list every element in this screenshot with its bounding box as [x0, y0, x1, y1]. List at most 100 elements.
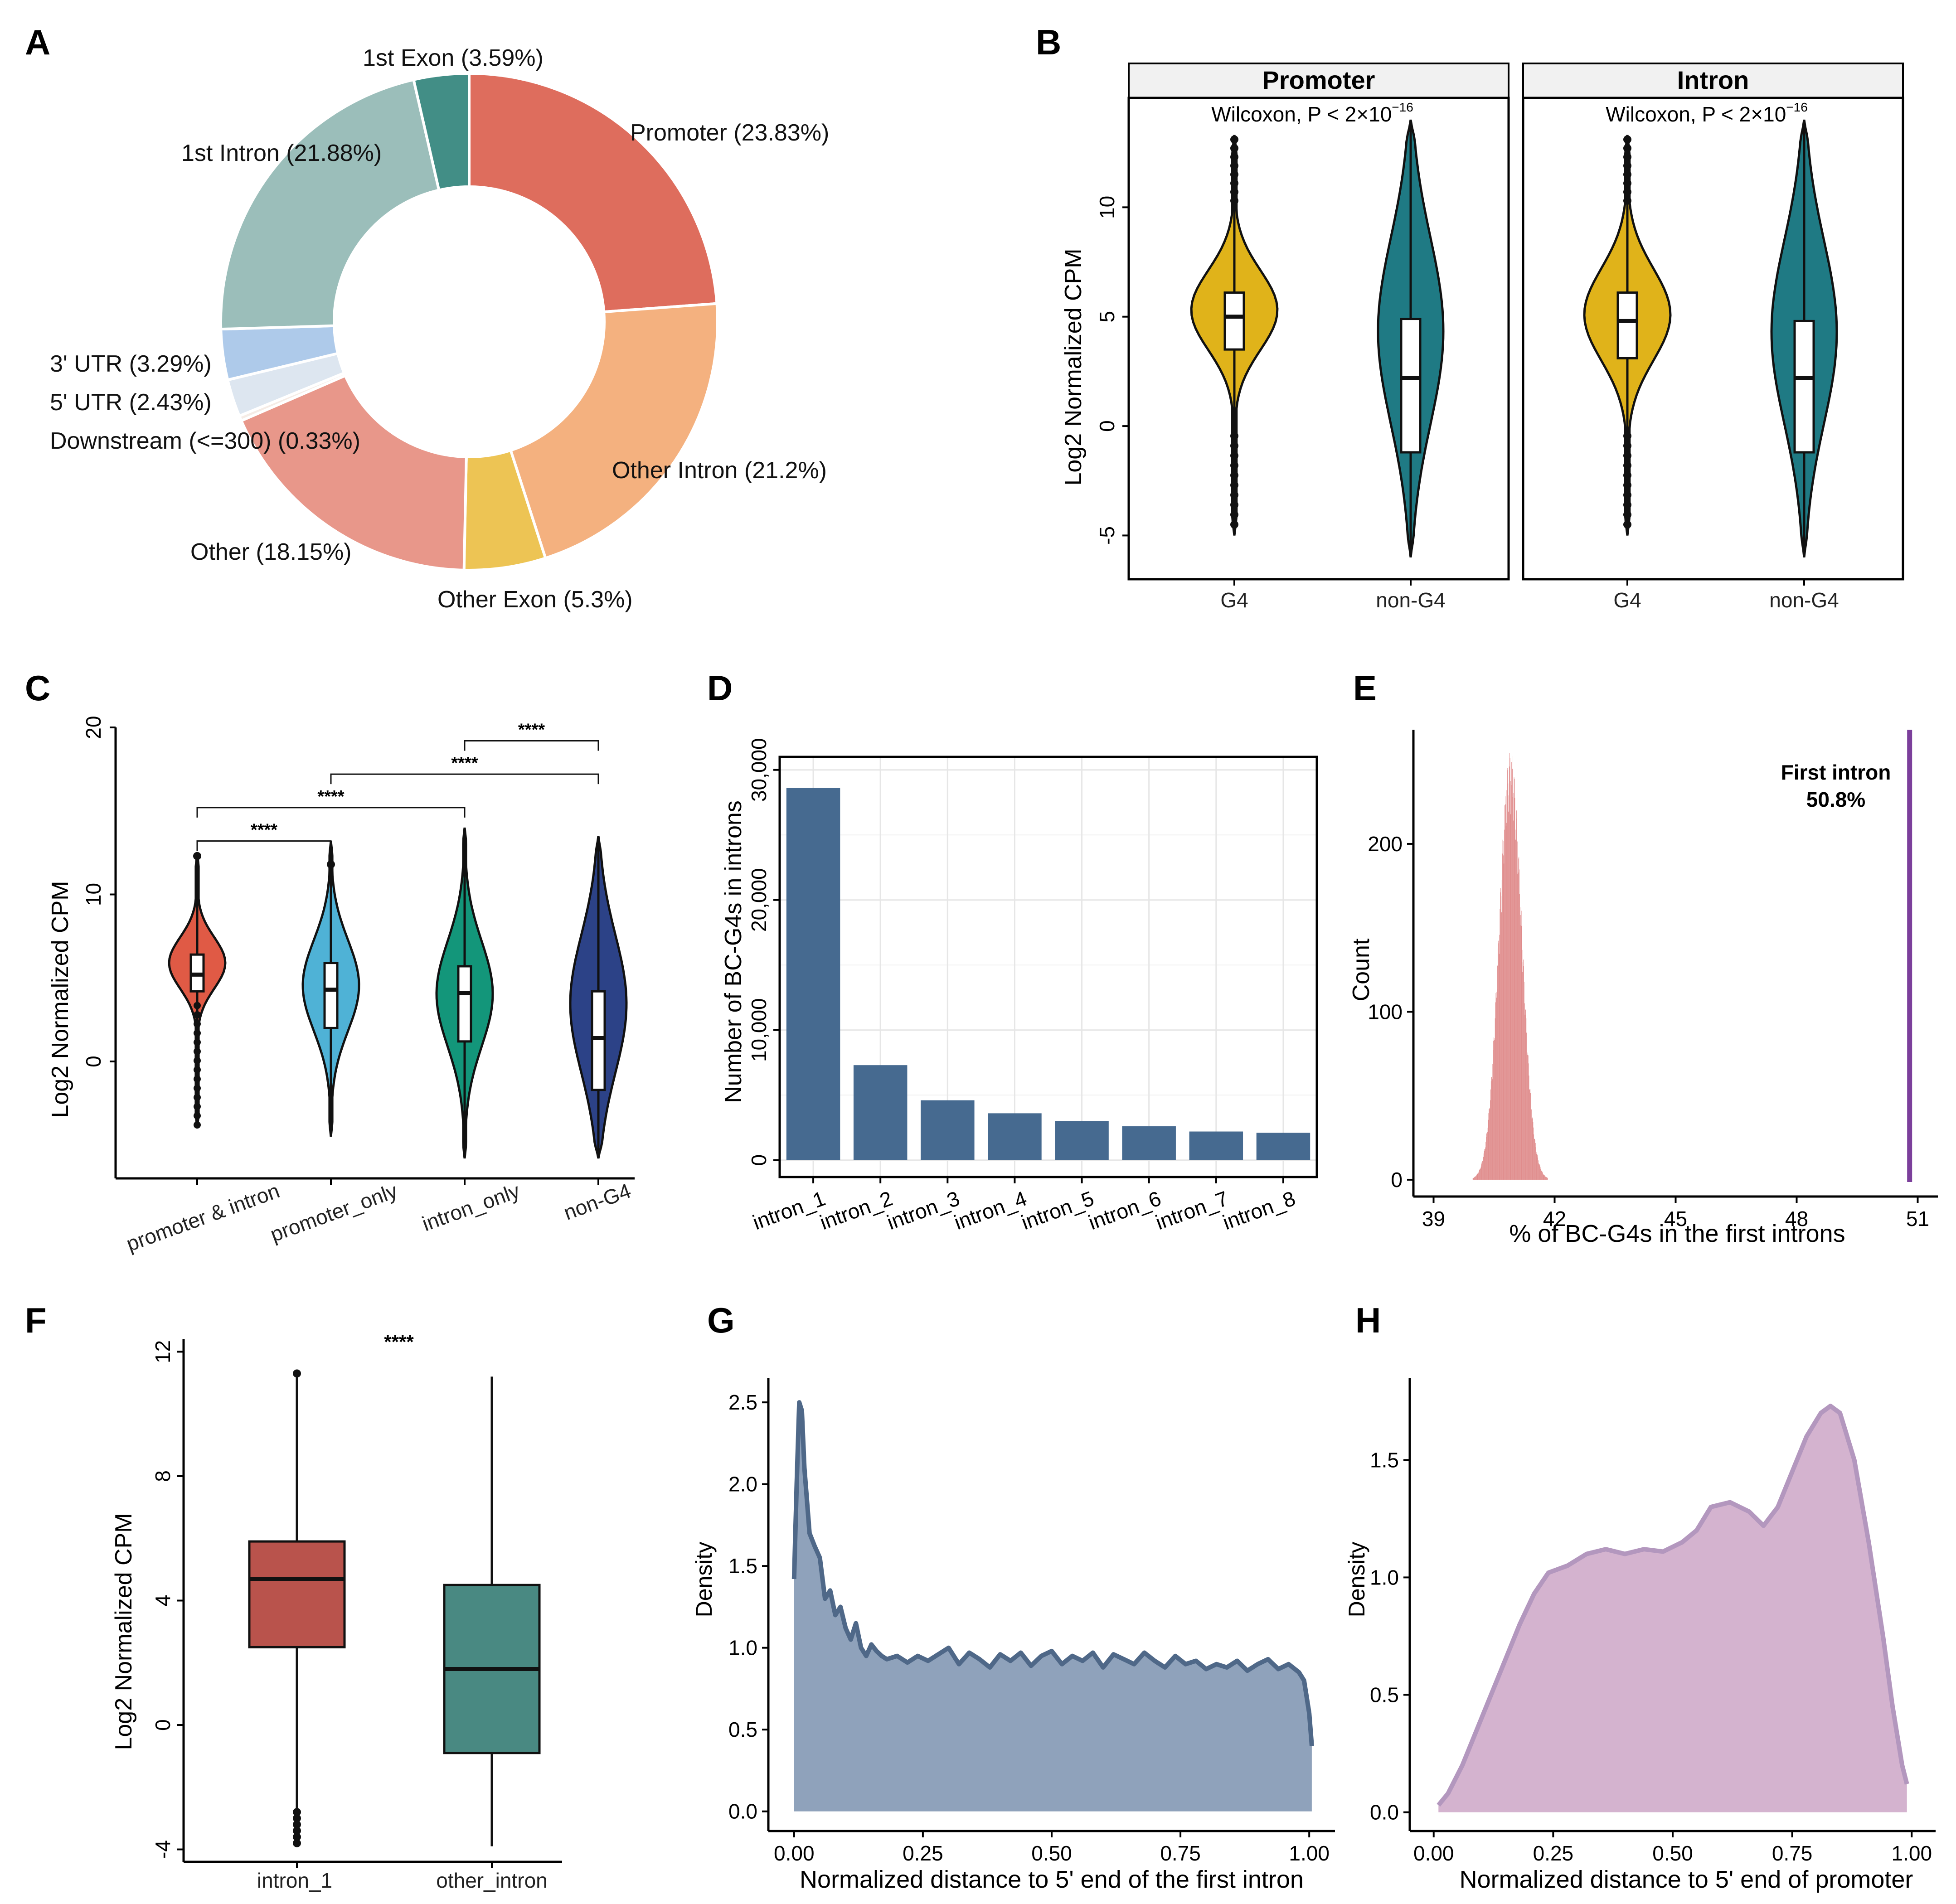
d-bar-intron_4 [988, 1113, 1042, 1160]
f-outlier [293, 1820, 301, 1829]
b-outlier [1230, 491, 1238, 499]
e-hist-bin [1477, 1174, 1478, 1180]
f-ytick-label: 0 [151, 1719, 175, 1731]
e-ytick-label: 0 [1391, 1168, 1403, 1192]
e-hist-bin [1524, 1003, 1525, 1180]
d-bar-intron_1 [786, 788, 840, 1160]
e-hist-bin [1473, 1178, 1474, 1180]
e-hist-bin [1526, 1032, 1527, 1180]
b-outlier [1230, 153, 1238, 161]
b-outlier [1230, 431, 1238, 440]
g-ytick-label: 1.0 [728, 1636, 757, 1660]
b-outlier [1623, 153, 1631, 161]
b-outlier [1623, 520, 1631, 529]
b-outlier [1623, 451, 1631, 460]
d-ytick-label: 0 [747, 1154, 771, 1166]
c-outlier [194, 1085, 201, 1092]
e-hist-bin [1474, 1177, 1475, 1180]
b-outlier [1230, 170, 1238, 179]
donut-label-other: Other (18.15%) [190, 539, 352, 565]
e-hist-bin [1515, 839, 1516, 1180]
e-ytick-label: 200 [1368, 832, 1403, 856]
f-ytick-label: 12 [151, 1340, 175, 1363]
g-ylabel: Density [691, 1542, 717, 1618]
panel-h-density-chart: 0.0 0.5 1.0 1.5 0.00 0.25 0.50 0.75 1.00 Density… [1344, 1378, 1936, 1893]
e-hist-bin [1514, 779, 1515, 1180]
b-outlier [1230, 510, 1238, 519]
d-ytick-label: 30,000 [747, 738, 771, 802]
e-hist-bin [1489, 1108, 1490, 1180]
b-outlier [1623, 161, 1631, 170]
h-xtick-label: 1.00 [1892, 1841, 1932, 1865]
g-ytick-label: 0.5 [728, 1718, 757, 1741]
b-xtick-promoter-nong4: non-G4 [1376, 588, 1445, 612]
e-hist-bin [1511, 762, 1512, 1180]
d-bar-intron_5 [1055, 1121, 1109, 1160]
e-hist-bin [1547, 1177, 1548, 1180]
b-outlier [1623, 491, 1631, 499]
c-outlier [194, 1038, 201, 1046]
e-hist-bin [1535, 1143, 1536, 1180]
b-outlier [1623, 471, 1631, 480]
g-xtick-label: 0.25 [903, 1841, 943, 1865]
f-outlier [293, 1839, 301, 1847]
panel-letter-h: H [1355, 1300, 1381, 1340]
e-hist-bin [1518, 872, 1519, 1180]
b-test-intron: Wilcoxon, P < 2×10−16 [1606, 100, 1808, 126]
donut-label-1st-intron: 1st Intron (21.88%) [181, 140, 382, 166]
b-outlier [1623, 481, 1631, 489]
c-outlier [194, 1057, 201, 1065]
h-ytick-label: 0.5 [1370, 1683, 1399, 1706]
e-hist-bin [1481, 1163, 1482, 1180]
c-ytick-label: 20 [82, 716, 105, 739]
e-hist-bin [1527, 1055, 1528, 1180]
e-hist-bin [1496, 998, 1497, 1180]
c-sig-label: **** [251, 821, 277, 840]
e-hist-bin [1476, 1175, 1477, 1180]
d-bar-intron_3 [921, 1100, 975, 1160]
g-xlabel: Normalized distance to 5' end of the fir… [800, 1866, 1304, 1893]
e-hist-bin [1536, 1152, 1537, 1180]
e-hist-bin [1528, 1055, 1529, 1180]
c-sig-bracket [464, 740, 599, 751]
b-ytick-label: 10 [1095, 196, 1119, 219]
c-outlier [194, 1094, 201, 1101]
b-outlier [1623, 441, 1631, 450]
b-outlier [1623, 196, 1631, 205]
e-hist-bin [1485, 1142, 1486, 1180]
e-hist-bin [1509, 753, 1510, 1180]
f-xtick-intron1: intron_1 [257, 1869, 332, 1892]
donut-slice-0 [468, 72, 718, 314]
b-outlier [1230, 179, 1238, 188]
e-hist-bin [1474, 1177, 1475, 1180]
panel-letter-c: C [25, 668, 50, 708]
g-area [794, 1402, 1312, 1812]
b-strip-intron-label: Intron [1677, 66, 1749, 94]
e-vline-label-2: 50.8% [1806, 788, 1865, 811]
b-outlier [1623, 179, 1631, 188]
e-hist-bin [1494, 1040, 1495, 1180]
b-outlier [1230, 144, 1238, 153]
c-g3-box [591, 990, 606, 1091]
c-ytick-label: 0 [82, 1056, 105, 1067]
e-hist-bin [1532, 1117, 1533, 1180]
e-hist-bin [1492, 1064, 1493, 1180]
g-line [791, 1400, 1314, 1746]
e-hist-bin [1493, 1041, 1494, 1180]
e-hist-bin [1508, 811, 1509, 1180]
h-line [1437, 1404, 1909, 1807]
c-sig-label: **** [451, 754, 478, 773]
e-hist-bin [1504, 829, 1505, 1180]
e-hist-bin [1533, 1127, 1534, 1180]
e-hist-bin [1542, 1172, 1543, 1180]
b-ytick-label: -5 [1095, 526, 1119, 545]
e-hist-bin [1543, 1174, 1544, 1180]
e-hist-bin [1497, 965, 1498, 1180]
h-ytick-label: 0.0 [1370, 1801, 1399, 1824]
b-outlier [1230, 481, 1238, 489]
h-xlabel: Normalized distance to 5' end of promote… [1460, 1866, 1913, 1893]
e-hist-bin [1486, 1133, 1487, 1180]
b-outlier [1230, 471, 1238, 480]
b-ytick-label: 5 [1095, 311, 1119, 323]
c-outlier [327, 860, 335, 869]
